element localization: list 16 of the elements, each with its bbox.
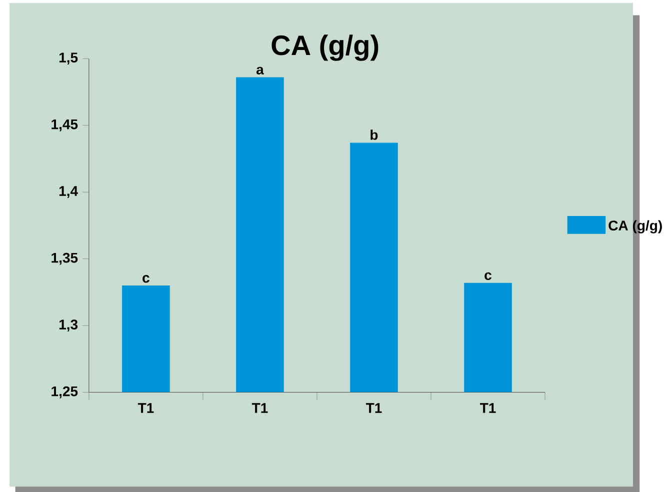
y-tick-label: 1,3 [59, 319, 78, 332]
x-tick-label: T1 [138, 402, 154, 413]
data-label: c [142, 274, 150, 283]
y-tick-label: 1,25 [52, 386, 78, 398]
data-label: c [484, 272, 492, 280]
x-tick-label: T1 [252, 402, 268, 413]
y-tick-label: 1,45 [52, 119, 78, 132]
chart-title: CA (g/g) [272, 34, 378, 61]
y-tick-label: 1,35 [52, 252, 78, 265]
y-tick-label: 1,5 [59, 52, 78, 64]
x-tick-label: T1 [480, 402, 496, 413]
x-tick-label: T1 [366, 402, 382, 413]
data-label: a [256, 66, 264, 74]
legend-label: CA (g/g) [608, 220, 662, 234]
y-tick-label: 1,4 [59, 186, 78, 198]
data-label: b [370, 129, 378, 140]
